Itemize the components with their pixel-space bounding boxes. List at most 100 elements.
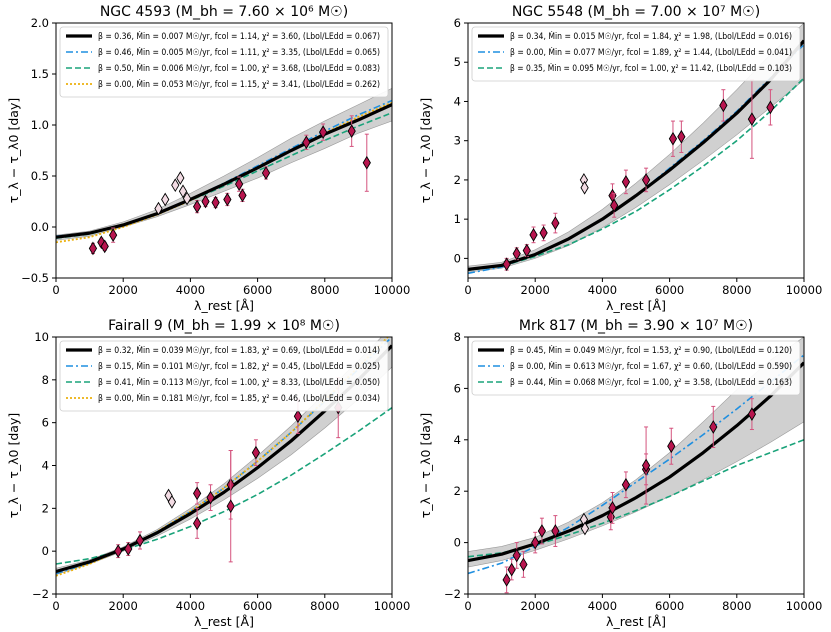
y-tick-label: 8 xyxy=(42,373,49,387)
y-tick-label: 0.0 xyxy=(31,220,49,234)
legend-entry: β = 0.46, Ṁin = 0.005 M☉/yr, fcol = 1.11… xyxy=(98,47,380,58)
data-point xyxy=(347,124,356,138)
data-point xyxy=(293,409,303,424)
legend-entry: β = 0.36, Ṁin = 0.007 M☉/yr, fcol = 1.14… xyxy=(98,31,380,42)
x-tick-label: 2000 xyxy=(109,599,138,613)
uncertainty-band xyxy=(56,87,392,241)
y-tick-label: 6 xyxy=(454,16,461,30)
axes-frame xyxy=(467,22,805,279)
data-point xyxy=(551,524,560,538)
model-curve-best xyxy=(468,361,804,563)
data-point xyxy=(610,198,619,213)
legend-entry: β = 0.00, Ṁin = 0.613 M☉/yr, fcol = 1.67… xyxy=(510,361,792,372)
data-point xyxy=(261,166,271,180)
excluded-point xyxy=(580,180,589,195)
data-point xyxy=(318,125,328,140)
uncertainty-band xyxy=(468,23,804,273)
y-tick-label: 5 xyxy=(454,55,461,69)
legend-box xyxy=(471,340,801,396)
data-point xyxy=(719,98,728,113)
data-point xyxy=(114,544,123,559)
legend-box xyxy=(471,26,801,82)
legend-entry: β = 0.00, Ṁin = 0.181 M☉/yr, fcol = 1.85… xyxy=(98,393,380,404)
data-point xyxy=(108,228,118,243)
y-tick-label: −2 xyxy=(444,587,461,601)
data-point xyxy=(519,557,528,572)
data-point xyxy=(551,216,560,230)
y-axis-label: τ_λ − τ_λ0 [day] xyxy=(6,413,21,518)
chart-title: Mrk 817 (M_bh = 3.90 × 10⁷ M☉) xyxy=(519,318,753,334)
plot-area xyxy=(468,337,804,594)
chart-title: NGC 5548 (M_bh = 7.00 × 10⁷ M☉) xyxy=(512,4,760,20)
excluded-point xyxy=(580,521,590,536)
x-tick-label: 10000 xyxy=(786,283,823,297)
data-point xyxy=(97,235,106,250)
x-tick-label: 8000 xyxy=(310,599,339,613)
data-point xyxy=(100,239,109,254)
chart-title: Fairall 9 (M_bh = 1.99 × 10⁸ M☉) xyxy=(108,318,340,334)
x-tick-label: 6000 xyxy=(655,599,684,613)
x-axis-label: λ_rest [Å] xyxy=(194,614,254,629)
x-axis-label: λ_rest [Å] xyxy=(606,614,666,629)
y-tick-label: −2 xyxy=(32,587,49,601)
data-point xyxy=(537,524,547,538)
x-tick-label: 4000 xyxy=(588,599,617,613)
data-point xyxy=(88,241,98,256)
y-tick-label: 2.0 xyxy=(31,16,49,30)
data-point xyxy=(201,194,210,209)
x-tick-label: 10000 xyxy=(374,283,411,297)
uncertainty-band xyxy=(468,337,804,568)
axes-frame xyxy=(55,22,393,279)
data-point xyxy=(668,131,678,146)
data-point xyxy=(539,226,548,240)
excluded-point xyxy=(167,495,177,509)
legend-box xyxy=(59,26,389,98)
excluded-point xyxy=(182,191,192,206)
plot-area xyxy=(468,23,804,275)
y-tick-label: 10 xyxy=(34,330,49,344)
data-point xyxy=(747,407,757,421)
y-tick-label: 4 xyxy=(42,459,49,473)
data-point xyxy=(251,445,261,460)
x-tick-label: 0 xyxy=(52,283,59,297)
data-point xyxy=(641,458,651,473)
y-tick-label: 3 xyxy=(454,134,461,148)
y-tick-label: 0 xyxy=(42,544,49,558)
legend-entry: β = 0.00, Ṁin = 0.077 M☉/yr, fcol = 1.89… xyxy=(510,47,792,58)
y-tick-label: 4 xyxy=(454,433,461,447)
data-point xyxy=(206,490,215,505)
x-tick-label: 6000 xyxy=(243,599,272,613)
legend: β = 0.45, Ṁin = 0.049 M☉/yr, fcol = 1.53… xyxy=(471,340,801,396)
legend-entry: β = 0.32, Ṁin = 0.039 M☉/yr, fcol = 1.83… xyxy=(98,345,380,356)
legend-entry: β = 0.44, Ṁin = 0.068 M☉/yr, fcol = 1.00… xyxy=(510,377,792,388)
data-point xyxy=(502,257,511,272)
x-tick-label: 8000 xyxy=(310,283,339,297)
y-tick-label: 1 xyxy=(454,212,461,226)
y-tick-label: 6 xyxy=(454,381,461,395)
data-point xyxy=(124,542,133,556)
data-point xyxy=(135,533,145,548)
data-point xyxy=(677,129,686,144)
legend-entry: β = 0.35, Ṁin = 0.095 M☉/yr, fcol = 1.00… xyxy=(510,63,792,74)
legend: β = 0.36, Ṁin = 0.007 M☉/yr, fcol = 1.14… xyxy=(59,26,389,98)
x-tick-label: 0 xyxy=(52,599,59,613)
data-point xyxy=(192,486,202,501)
y-tick-label: 1.0 xyxy=(31,118,49,132)
legend: β = 0.32, Ṁin = 0.039 M☉/yr, fcol = 1.83… xyxy=(59,340,389,412)
data-point xyxy=(512,548,521,563)
plot-area xyxy=(56,87,392,256)
y-tick-label: 0.5 xyxy=(31,169,49,183)
legend-entry: β = 0.15, Ṁin = 0.101 M☉/yr, fcol = 1.82… xyxy=(98,361,380,372)
data-point xyxy=(621,175,631,189)
data-point xyxy=(234,177,244,192)
x-tick-label: 10000 xyxy=(786,599,823,613)
excluded-point xyxy=(171,178,180,193)
legend-entry: β = 0.50, Ṁin = 0.006 M☉/yr, fcol = 1.00… xyxy=(98,63,380,74)
data-point xyxy=(192,199,202,214)
data-point xyxy=(531,535,540,550)
x-tick-label: 8000 xyxy=(722,283,751,297)
data-point xyxy=(502,572,511,587)
y-tick-label: 1.5 xyxy=(31,67,49,81)
